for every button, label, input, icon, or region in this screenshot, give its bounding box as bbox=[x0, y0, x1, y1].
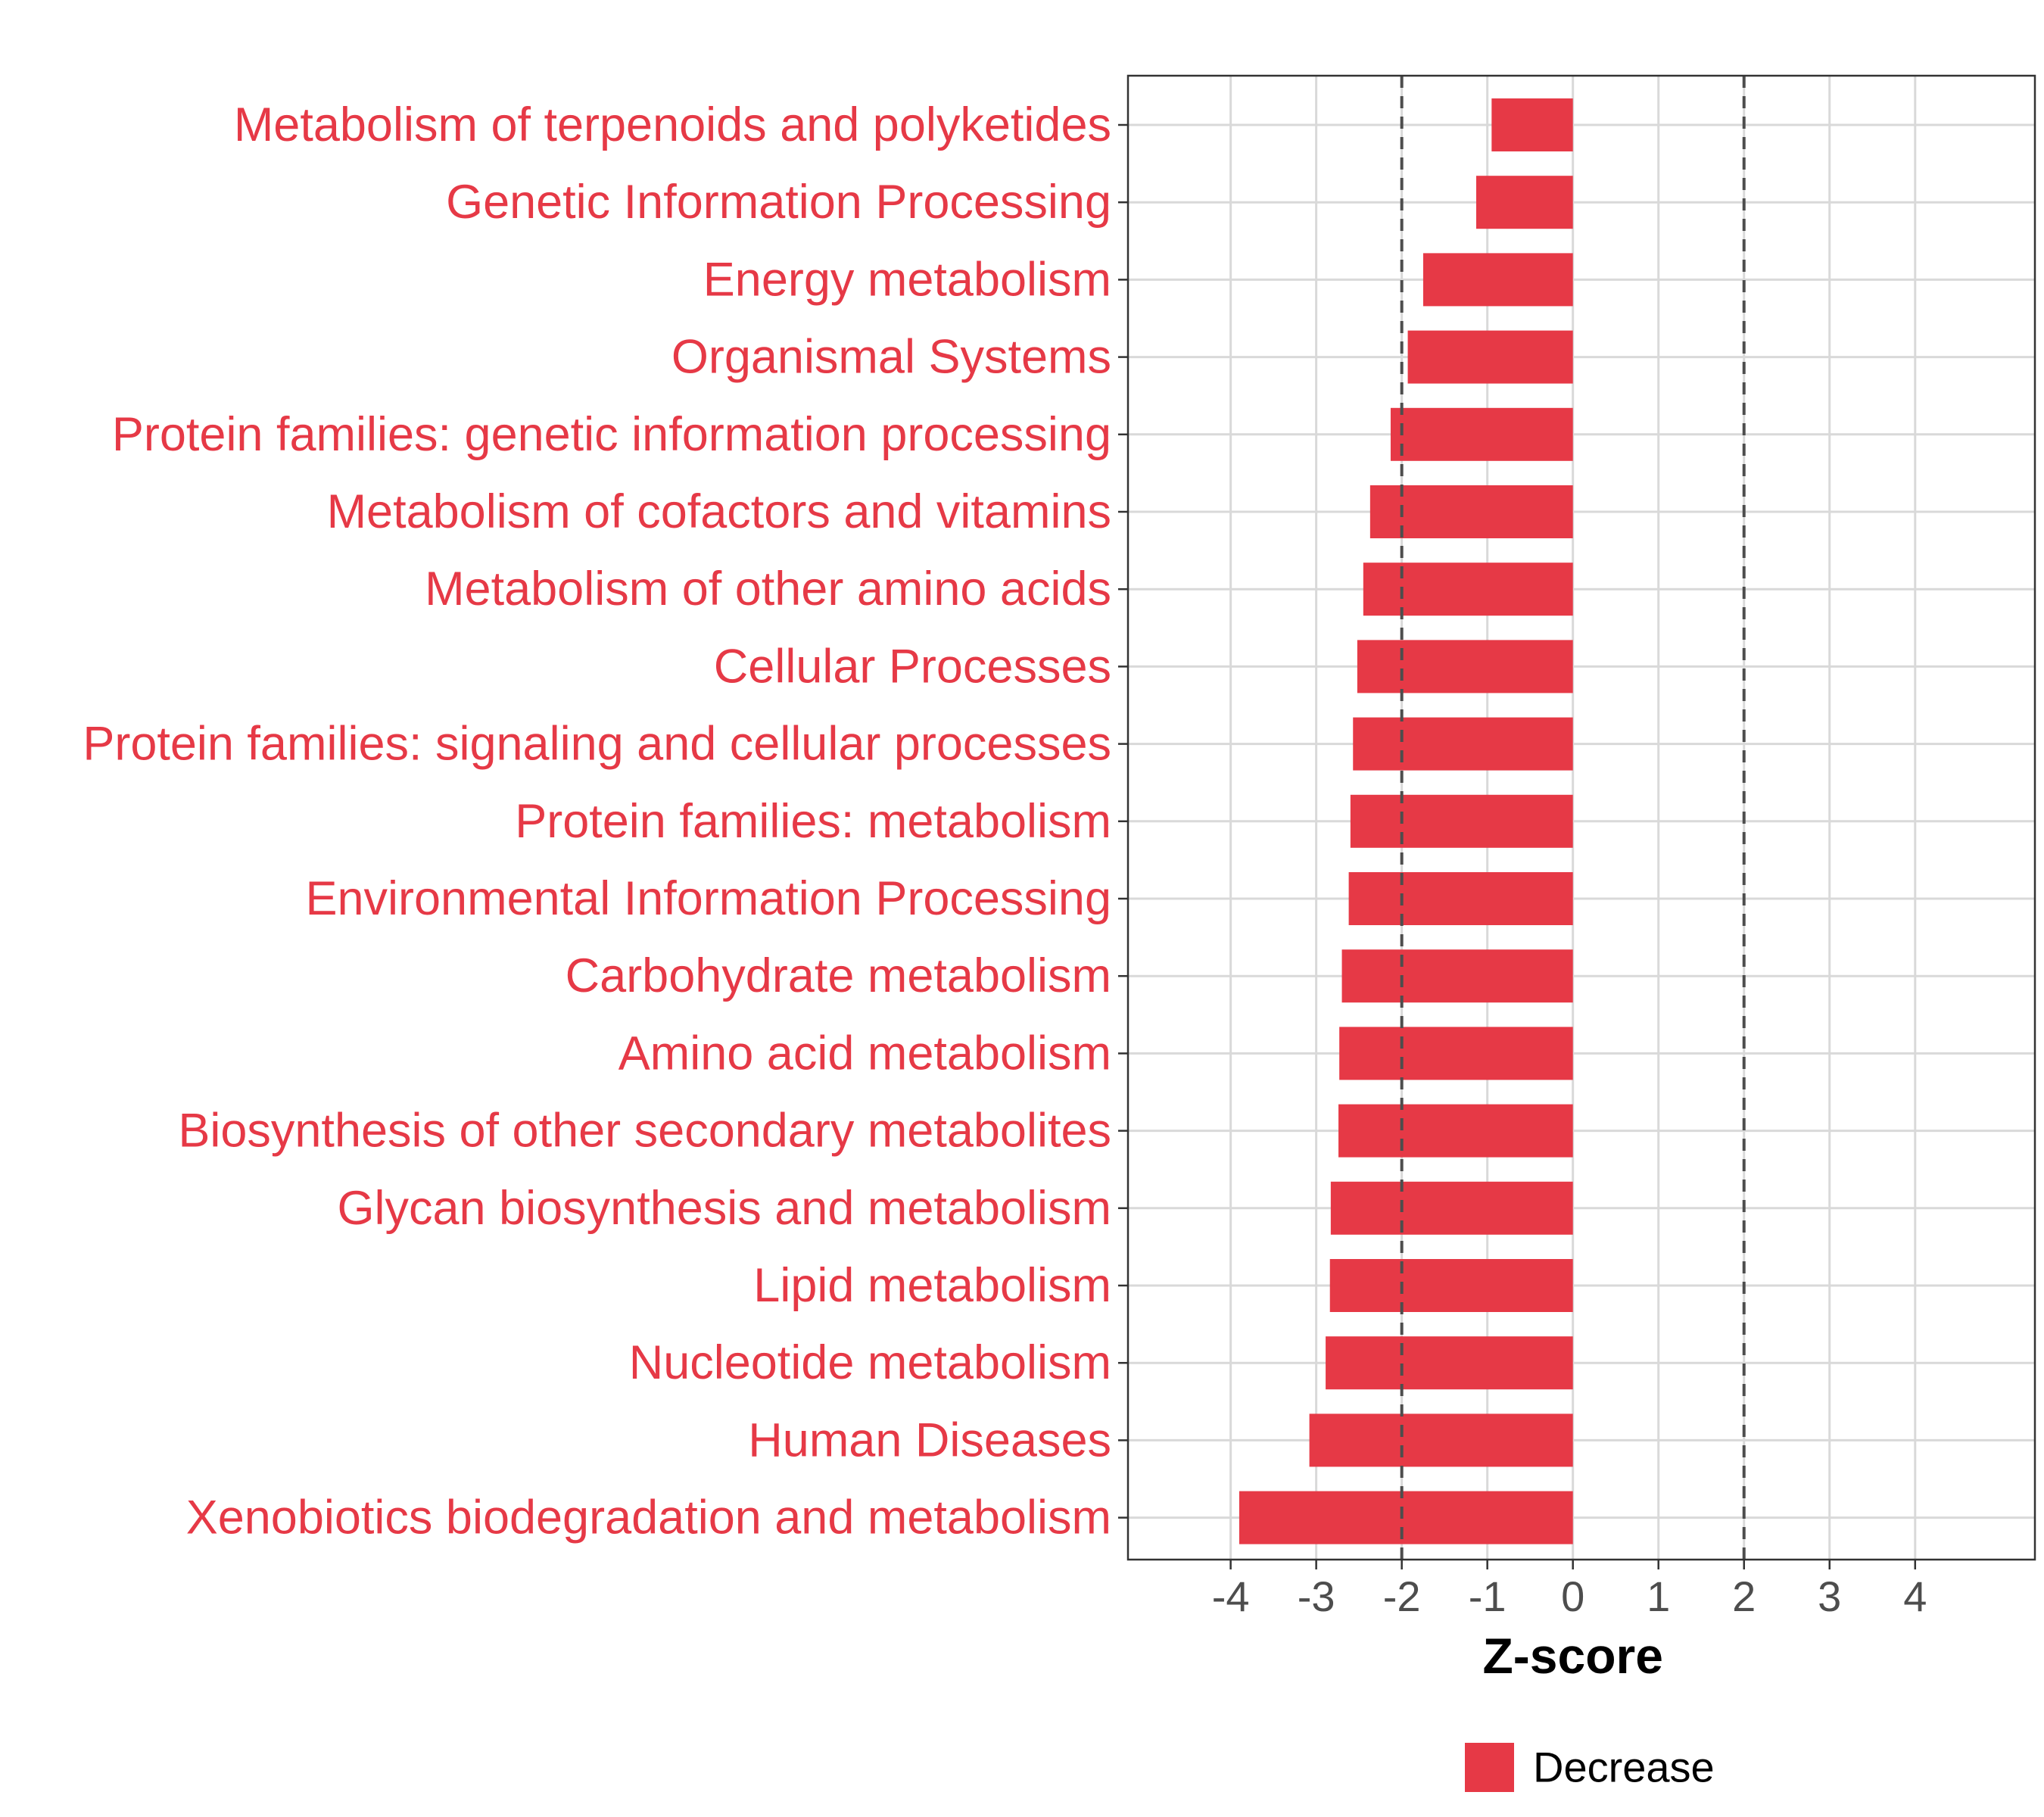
bar bbox=[1348, 872, 1573, 925]
x-tick-label: 3 bbox=[1818, 1572, 1841, 1620]
category-label: Environmental Information Processing bbox=[305, 872, 1111, 925]
x-tick-label: 2 bbox=[1732, 1572, 1756, 1620]
bar bbox=[1357, 640, 1573, 693]
category-label: Cellular Processes bbox=[714, 640, 1111, 693]
category-label: Human Diseases bbox=[748, 1413, 1111, 1466]
category-label: Amino acid metabolism bbox=[618, 1027, 1111, 1080]
grid-layer bbox=[1128, 76, 2035, 1560]
bar bbox=[1491, 98, 1573, 151]
bar bbox=[1475, 176, 1573, 229]
category-labels: Metabolism of terpenoids and polyketides… bbox=[83, 98, 1111, 1544]
bar bbox=[1330, 1181, 1573, 1235]
bar bbox=[1239, 1491, 1573, 1544]
legend: Decrease bbox=[1465, 1743, 1715, 1792]
bars-layer bbox=[1239, 98, 1573, 1544]
category-label: Organismal Systems bbox=[671, 331, 1111, 384]
category-label: Carbohydrate metabolism bbox=[566, 949, 1111, 1002]
category-label: Lipid metabolism bbox=[753, 1259, 1111, 1312]
x-tick-label: -2 bbox=[1383, 1572, 1421, 1620]
bar bbox=[1407, 330, 1573, 384]
category-label: Glycan biosynthesis and metabolism bbox=[338, 1182, 1112, 1235]
x-tick-label: -3 bbox=[1298, 1572, 1335, 1620]
category-label: Metabolism of terpenoids and polyketides bbox=[234, 98, 1111, 151]
bar bbox=[1338, 1104, 1573, 1158]
category-label: Metabolism of other amino acids bbox=[425, 563, 1111, 616]
x-tick-label: 0 bbox=[1561, 1572, 1584, 1620]
x-ticks: -4 -3 -2 -1 0 1 2 3 4 bbox=[1212, 1560, 1927, 1620]
bar bbox=[1422, 253, 1573, 307]
legend-label-decrease: Decrease bbox=[1533, 1744, 1715, 1791]
bar bbox=[1353, 717, 1573, 771]
category-label: Metabolism of cofactors and vitamins bbox=[327, 485, 1111, 538]
category-label: Biosynthesis of other secondary metaboli… bbox=[178, 1105, 1111, 1158]
category-label: Protein families: signaling and cellular… bbox=[83, 718, 1111, 771]
bar bbox=[1339, 1027, 1573, 1080]
x-tick-label: -1 bbox=[1469, 1572, 1507, 1620]
plot-frame bbox=[1126, 74, 2036, 1561]
bar bbox=[1341, 949, 1573, 1003]
y-ticks bbox=[1118, 123, 1128, 1519]
bar bbox=[1390, 407, 1573, 461]
bar bbox=[1329, 1259, 1573, 1312]
category-label: Xenobiotics biodegradation and metabolis… bbox=[186, 1491, 1111, 1544]
bar bbox=[1350, 794, 1573, 848]
x-axis-title: Z-score bbox=[1482, 1628, 1662, 1684]
bar bbox=[1326, 1336, 1573, 1390]
category-label: Protein families: metabolism bbox=[515, 795, 1111, 848]
bar bbox=[1309, 1413, 1573, 1467]
x-tick-label: 1 bbox=[1647, 1572, 1670, 1620]
category-label: Protein families: genetic information pr… bbox=[112, 408, 1111, 461]
bar bbox=[1369, 485, 1573, 538]
category-label: Nucleotide metabolism bbox=[629, 1336, 1111, 1389]
x-tick-label: 4 bbox=[1903, 1572, 1927, 1620]
legend-key-decrease bbox=[1465, 1743, 1514, 1792]
bar bbox=[1363, 563, 1573, 616]
category-label: Genetic Information Processing bbox=[446, 176, 1111, 229]
reference-lines bbox=[1400, 76, 1746, 1560]
x-tick-label: -4 bbox=[1212, 1572, 1250, 1620]
category-label: Energy metabolism bbox=[703, 253, 1111, 306]
